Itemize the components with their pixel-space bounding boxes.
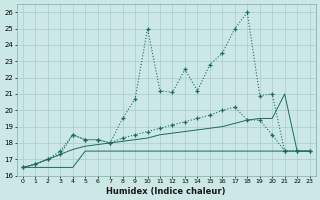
- X-axis label: Humidex (Indice chaleur): Humidex (Indice chaleur): [107, 187, 226, 196]
